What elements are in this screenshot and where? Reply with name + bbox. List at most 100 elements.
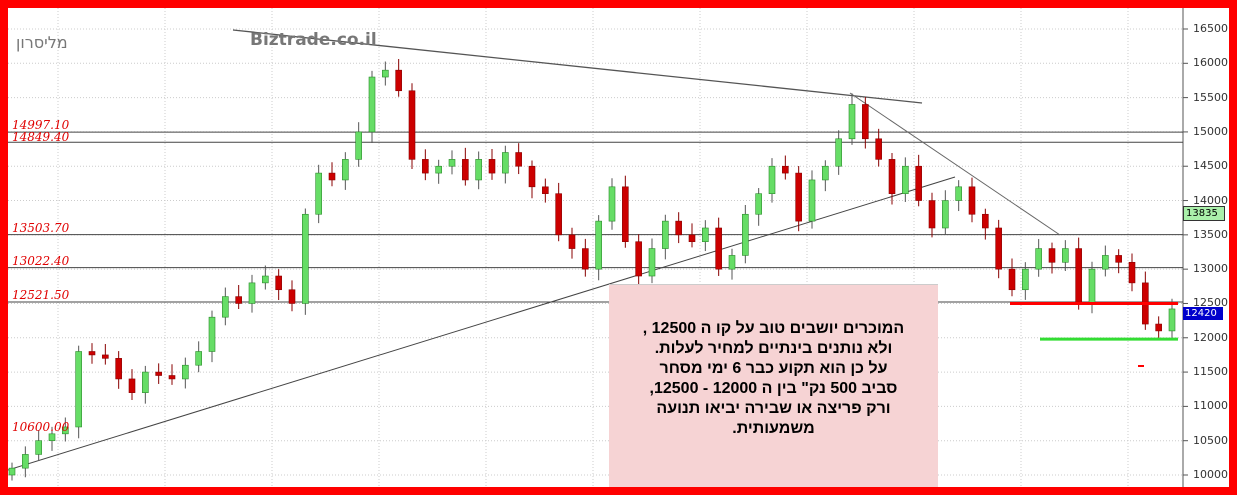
candle-body: [915, 165, 922, 201]
candle-body: [1088, 268, 1096, 304]
candle-body: [675, 220, 682, 236]
level-label: 12521.50: [12, 287, 70, 302]
candle-body: [1128, 261, 1136, 284]
candle-body: [822, 165, 829, 181]
candle-body: [275, 275, 282, 291]
candle-body: [368, 76, 376, 133]
candle-body: [195, 351, 202, 366]
y-tick-label: 13000: [1193, 262, 1228, 276]
candle-body: [208, 316, 216, 352]
candle-body: [808, 179, 816, 222]
candle-body: [1062, 248, 1069, 263]
candle-body: [222, 296, 229, 318]
note-line: על כן הוא תקוע כבר 6 ימי מסחר: [659, 360, 888, 377]
candle-body: [515, 152, 522, 167]
candle-body: [662, 220, 669, 249]
level-label: 13503.70: [12, 220, 70, 235]
candle-body: [22, 454, 29, 469]
candle-body: [995, 227, 1002, 270]
candle-body: [582, 248, 589, 270]
candle-body: [75, 351, 82, 428]
candle-body: [1168, 308, 1176, 332]
candle-body: [782, 165, 789, 174]
level-label: 10600.00: [12, 419, 70, 434]
trendline: [232, 29, 923, 104]
candle-body: [342, 159, 349, 181]
candle-body: [248, 282, 256, 304]
annotation-note: המוכרים יושבים טוב על קו ה 12500 , ולא נ…: [609, 284, 938, 487]
candle-body: [1075, 248, 1082, 304]
candle-body: [1102, 255, 1109, 270]
candle-body: [648, 248, 656, 277]
candle-body: [888, 159, 896, 194]
y-tick-label: 10500: [1193, 433, 1228, 447]
candle-body: [62, 426, 69, 435]
candle-body: [862, 104, 869, 140]
candle-body: [288, 289, 296, 304]
y-tick-label: 14000: [1193, 193, 1228, 207]
candle-body: [928, 200, 936, 229]
candle-body: [502, 152, 509, 174]
level-label: 13022.40: [12, 253, 70, 268]
candle-body: [795, 172, 802, 222]
y-tick-label: 12500: [1193, 296, 1228, 310]
candle-body: [835, 138, 842, 167]
candle-body: [728, 255, 736, 270]
candle-body: [542, 186, 549, 194]
y-tick-label: 11500: [1193, 365, 1228, 379]
level-label: 14997.10: [12, 118, 70, 133]
candle-body: [568, 234, 576, 249]
candle-body: [168, 375, 176, 380]
candle-body: [555, 193, 562, 236]
candle-body: [608, 186, 616, 222]
candle-body: [182, 364, 189, 380]
y-tick-label: 12000: [1193, 330, 1228, 344]
candle-body: [1008, 268, 1016, 291]
candle-body: [128, 378, 136, 393]
candle-body: [395, 69, 402, 92]
candle-body: [755, 193, 762, 215]
y-tick-label: 13500: [1193, 227, 1228, 241]
candle-body: [768, 165, 776, 194]
trendline: [8, 176, 956, 471]
candle-body: [528, 165, 536, 188]
candle-body: [48, 433, 56, 441]
candle-body: [302, 213, 309, 304]
candle-body: [982, 213, 989, 229]
candle-body: [942, 200, 949, 229]
candle-body: [1115, 255, 1122, 263]
candle-body: [328, 172, 336, 181]
candle-body: [622, 186, 629, 243]
candle-body: [702, 227, 709, 243]
chart-frame: מליסרון Biztrade.co.il 14997.10 14849.40 1…: [8, 8, 1229, 487]
candle-body: [488, 159, 496, 174]
candle-body: [422, 159, 429, 174]
candle-body: [742, 213, 749, 256]
y-tick-label: 15500: [1193, 90, 1228, 104]
candle-body: [382, 69, 389, 78]
candle-body: [88, 351, 96, 356]
candle-body: [635, 241, 642, 277]
y-tick-label: 10000: [1193, 468, 1228, 481]
y-tick-label: 16000: [1193, 56, 1228, 70]
y-tick-label: 16500: [1193, 22, 1228, 35]
candle-body: [35, 440, 42, 455]
candle-body: [875, 138, 882, 160]
level-label: 14849.40: [12, 130, 70, 145]
candle-body: [115, 358, 122, 380]
candle-body: [8, 467, 16, 476]
candle-body: [595, 220, 602, 270]
last-price-badge: 12420: [1183, 306, 1223, 320]
instrument-name: מליסרון: [16, 33, 68, 52]
watermark: Biztrade.co.il: [250, 30, 377, 50]
candle-body: [1022, 268, 1029, 291]
candle-body: [715, 227, 722, 270]
note-line: סביב 500 נק" בין ה 12000 - 12500,: [649, 380, 898, 397]
trendline: [849, 92, 1061, 236]
candle-body: [355, 131, 362, 160]
candle-body: [435, 165, 442, 174]
candle-body: [955, 186, 962, 201]
note-line: המוכרים יושבים טוב על קו ה 12500 ,: [642, 320, 905, 337]
candle-body: [142, 371, 149, 393]
marker-price-badge: 13835: [1183, 205, 1225, 221]
